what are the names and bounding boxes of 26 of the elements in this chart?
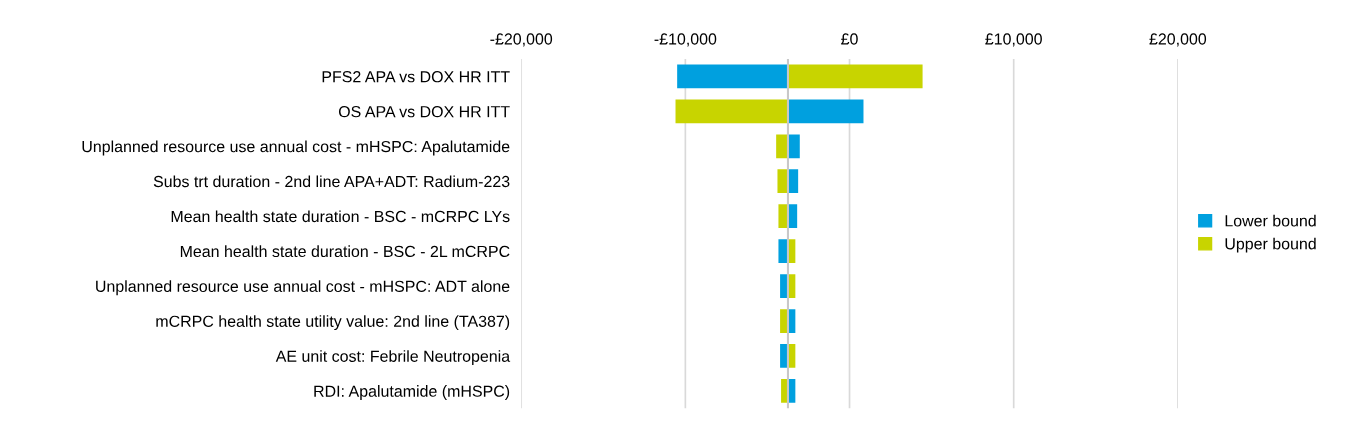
y-tick-label: PFS2 APA vs DOX HR ITT [322,71,510,83]
y-tick-label: Mean health state duration - BSC - 2L mCRPC [180,245,510,258]
y-tick-label: Unplanned resource use annual cost - mHSPC: ADT alone [96,280,510,296]
bar [677,64,788,89]
bar [675,99,788,124]
y-tick-label: RDI: Apalutamide (mHSPC) [314,385,510,400]
y-tick-label: Subs trt duration - 2nd line APA+ADT: Radium-223 [153,175,510,188]
x-tick-label: £0 [841,33,858,45]
x-tick-label: -£10,000 [654,33,717,47]
y-tick-label: AE unit cost: Febrile Neutropenia [275,350,511,366]
bar [787,64,923,89]
bar [787,99,864,124]
y-tick-label: OS APA vs DOX HR ITT [338,105,510,118]
bar [787,134,800,159]
y-tick-label: Mean health state duration - BSC - mCRPC LYs [171,210,510,223]
x-tick-label: £20,000 [1149,33,1207,47]
bar [778,239,788,264]
y-tick-label: Unplanned resource use annual cost - mHSPC: Apalutamide [82,140,510,156]
bar [776,134,788,159]
bar [777,169,788,194]
legend-label: Upper bound [1225,237,1316,253]
x-tick-label: -£20,000 [490,33,553,47]
bar [778,204,788,229]
legend-label: Lower bound [1225,214,1316,227]
x-tick-label: £10,000 [985,33,1042,47]
y-tick-label: mCRPC health state utility value: 2nd line (TA387) [156,315,510,331]
